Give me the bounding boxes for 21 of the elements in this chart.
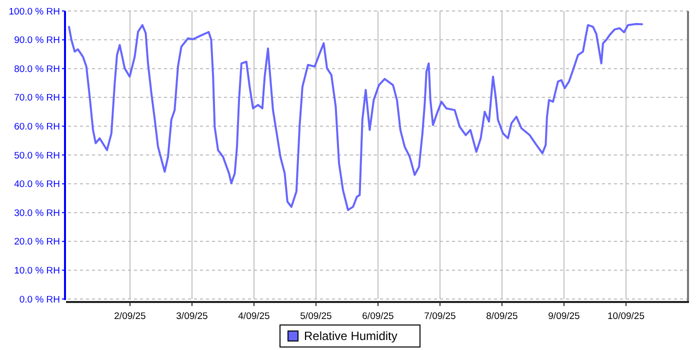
y-tick-label: 100.0 % RH bbox=[8, 6, 60, 18]
x-tick-label: 2/09/25 bbox=[114, 311, 146, 322]
y-tick-label: 50.0 % RH bbox=[14, 150, 60, 162]
x-tick-label: 5/09/25 bbox=[300, 311, 332, 322]
y-tick-label: 60.0 % RH bbox=[14, 122, 60, 133]
y-tick-label: 10.0 % RH bbox=[14, 266, 60, 277]
x-tick-label: 7/09/25 bbox=[424, 311, 456, 322]
y-tick-label: 30.0 % RH bbox=[14, 208, 60, 219]
y-tick-label: 70.0 % RH bbox=[14, 92, 60, 104]
x-tick-label: 8/09/25 bbox=[486, 311, 518, 322]
y-tick-label: 90.0 % RH bbox=[14, 35, 60, 46]
x-tick-label: 3/09/25 bbox=[176, 311, 208, 322]
x-tick-label: 9/09/25 bbox=[548, 311, 580, 322]
y-tick-label: 40.0 % RH bbox=[14, 179, 60, 190]
y-tick-label: 0.0 % RH bbox=[19, 294, 60, 306]
x-tick-label: 6/09/25 bbox=[362, 311, 394, 322]
legend-label: Relative Humidity bbox=[304, 329, 398, 343]
x-tick-label: 4/09/25 bbox=[238, 311, 270, 322]
y-tick-label: 20.0 % RH bbox=[14, 236, 60, 248]
y-tick-label: 80.0 % RH bbox=[14, 64, 60, 75]
x-tick-label: 10/09/25 bbox=[608, 311, 644, 322]
